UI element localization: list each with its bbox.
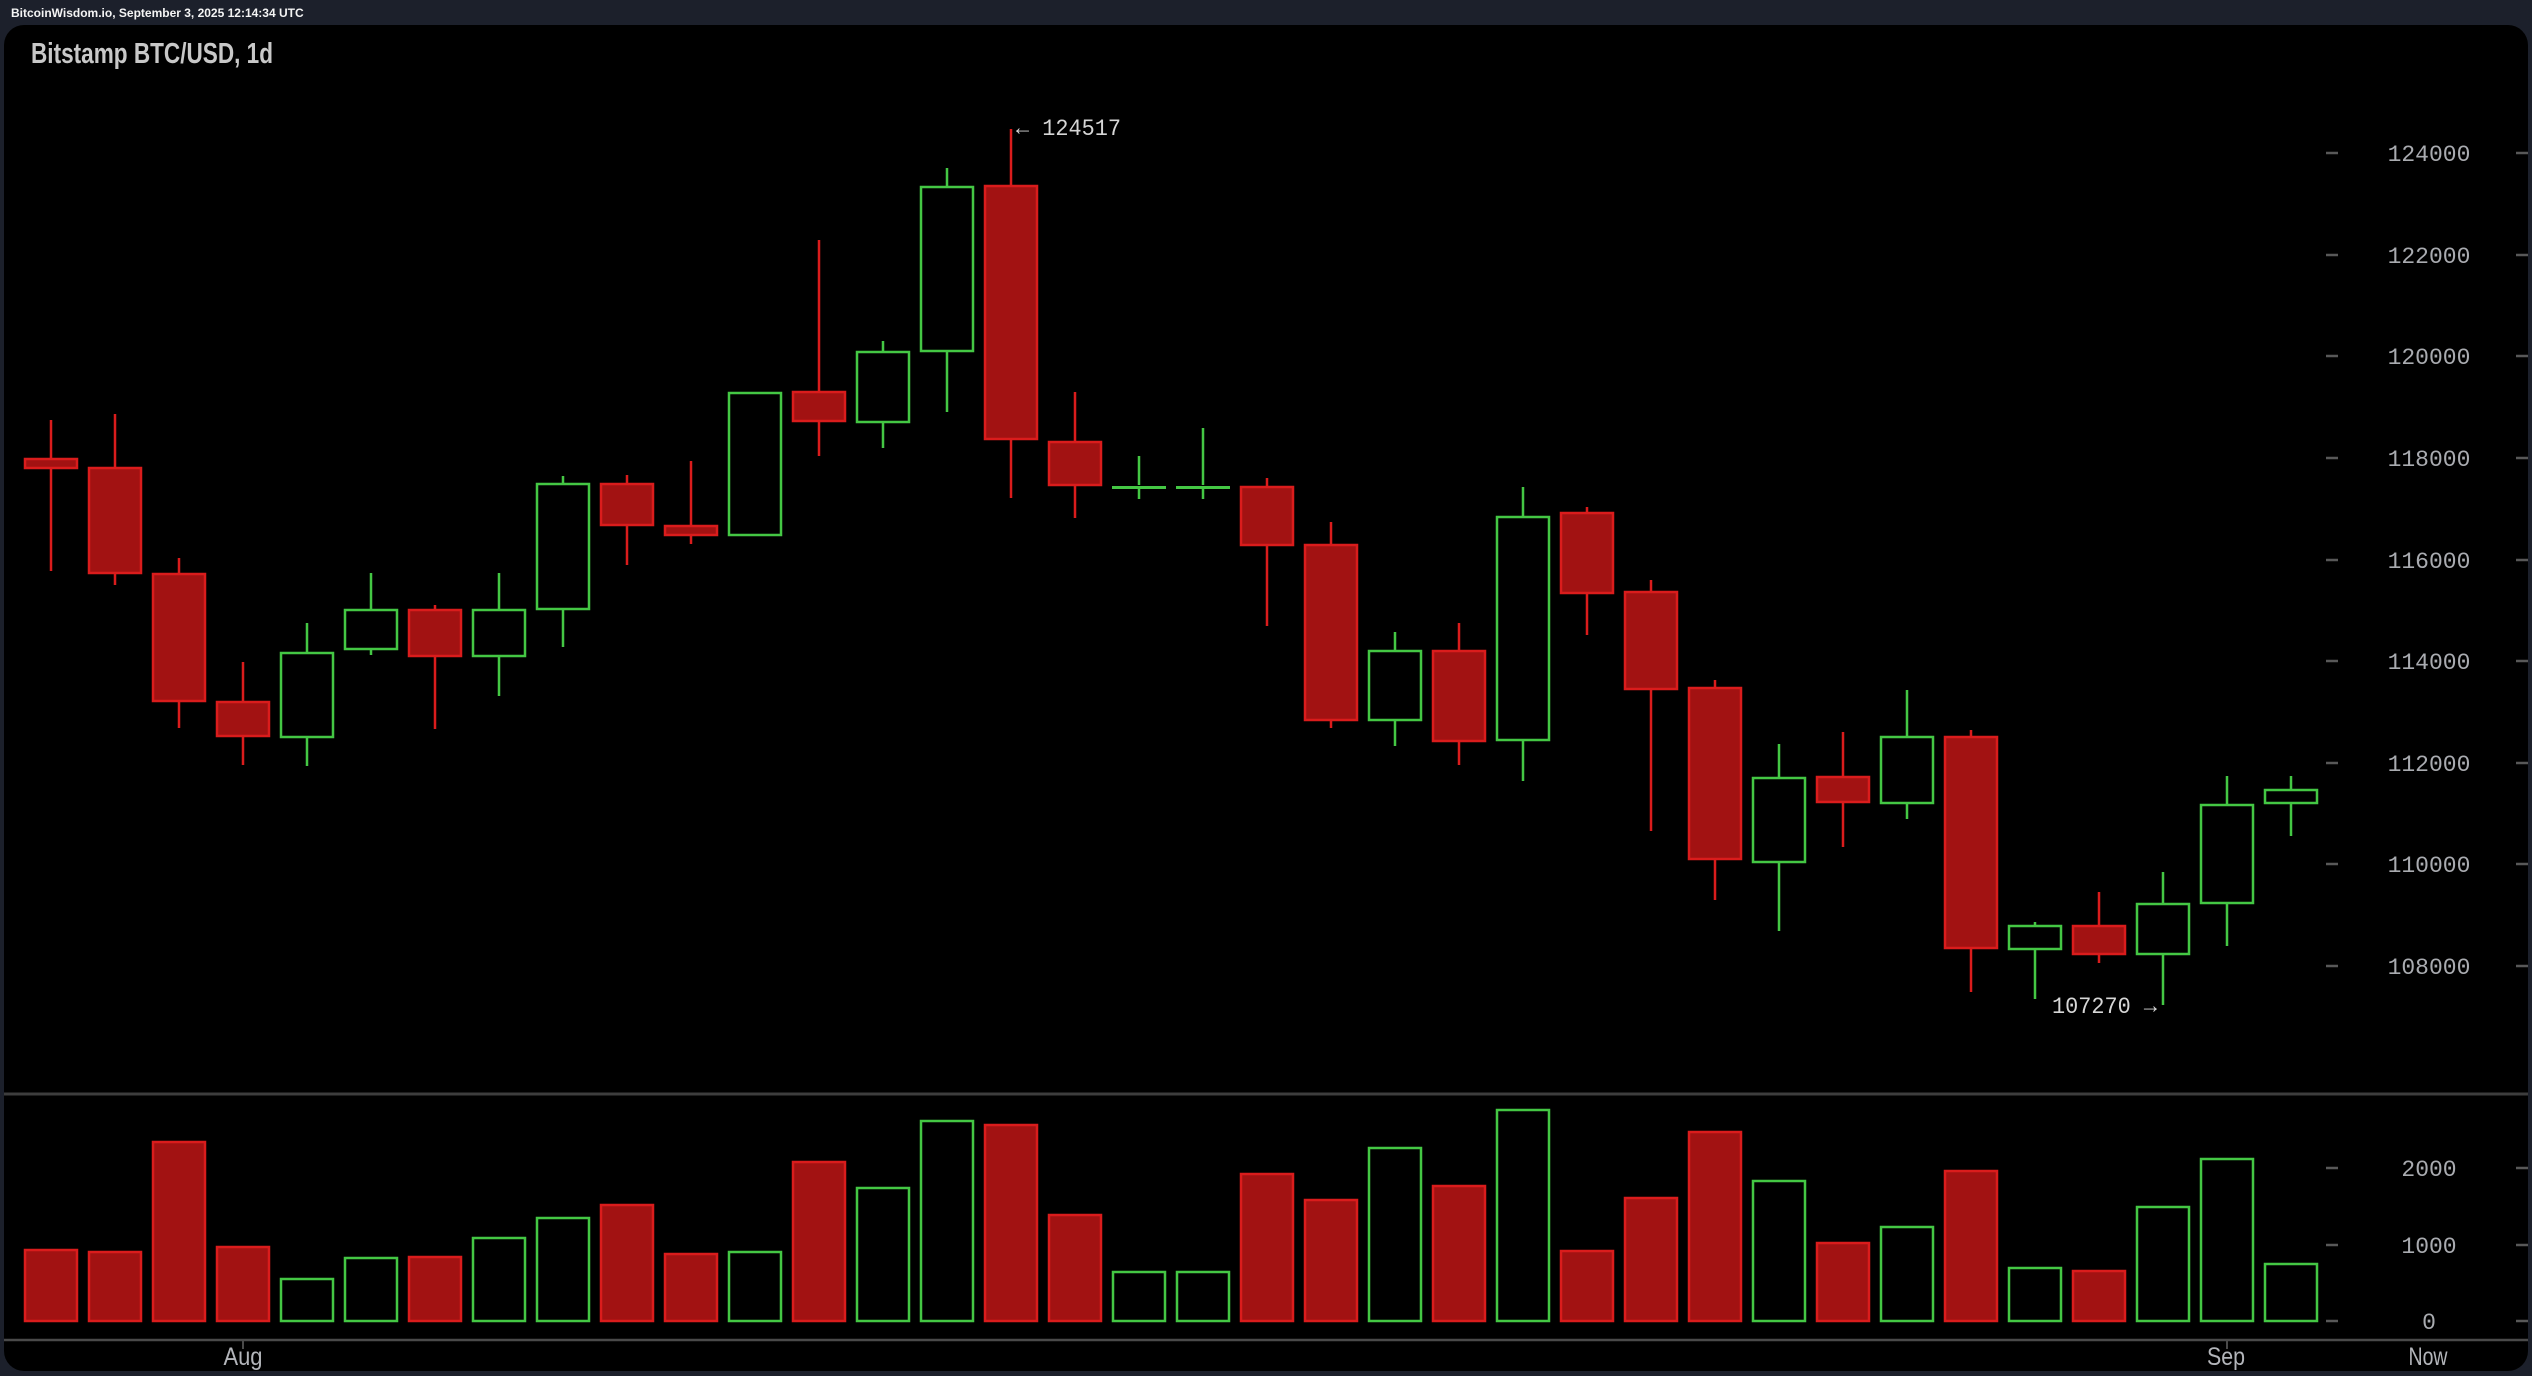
svg-text:BitcoinWisdom.io, September 3,: BitcoinWisdom.io, September 3, 2025 12:1… [11,6,304,20]
svg-text:112000: 112000 [2388,752,2471,778]
svg-text:116000: 116000 [2388,549,2471,575]
svg-text:124000: 124000 [2388,142,2471,168]
svg-text:108000: 108000 [2388,955,2471,981]
svg-text:← 124517: ← 124517 [1016,116,1121,142]
svg-text:107270 →: 107270 → [2052,994,2157,1020]
svg-text:Sep: Sep [2207,1343,2245,1371]
svg-text:114000: 114000 [2388,650,2471,676]
svg-text:120000: 120000 [2388,345,2471,371]
svg-text:Bitstamp BTC/USD, 1d: Bitstamp BTC/USD, 1d [31,38,273,70]
svg-text:1000: 1000 [2401,1234,2456,1260]
svg-text:118000: 118000 [2388,447,2471,473]
svg-text:Now: Now [2409,1343,2449,1371]
svg-text:122000: 122000 [2388,244,2471,270]
svg-text:110000: 110000 [2388,853,2471,879]
svg-text:0: 0 [2422,1310,2436,1336]
svg-text:Aug: Aug [224,1343,263,1371]
svg-text:2000: 2000 [2401,1157,2456,1183]
